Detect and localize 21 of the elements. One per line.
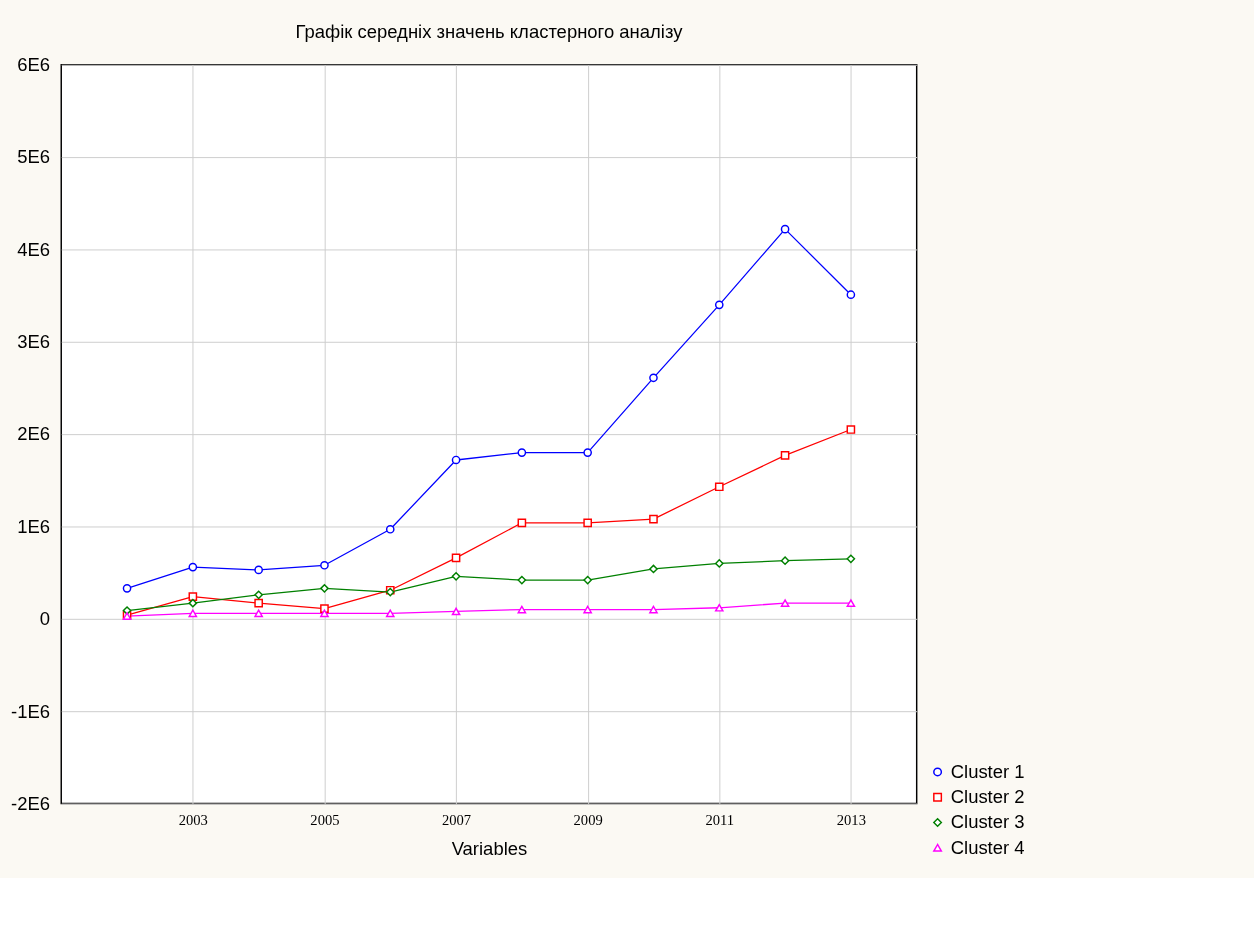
y-tick-label: 6E6 <box>17 54 51 76</box>
y-tick-label: -2E6 <box>11 792 51 814</box>
legend-label: Cluster 2 <box>950 786 1025 808</box>
x-tick-label: 2005 <box>310 812 340 829</box>
legend-label: Cluster 3 <box>950 811 1025 833</box>
y-tick-label: 1E6 <box>17 515 51 537</box>
y-tick-label: 5E6 <box>17 146 51 168</box>
x-tick-label: 2003 <box>178 812 208 829</box>
y-tick-label: 0 <box>39 608 51 630</box>
x-tick-label: 2009 <box>573 812 603 829</box>
legend-label: Cluster 4 <box>950 836 1025 858</box>
y-tick-label: 3E6 <box>17 331 51 353</box>
chart-title: Графік середніх значень кластерного аналізу <box>295 21 684 43</box>
y-tick-label: 4E6 <box>17 238 51 260</box>
y-tick-label: -1E6 <box>11 700 51 722</box>
x-tick-label: 2007 <box>441 812 472 829</box>
x-tick-label: 2013 <box>836 812 866 829</box>
x-tick-label: 2011 <box>705 812 735 829</box>
legend-label: Cluster 1 <box>950 760 1025 782</box>
x-axis-title: Variables <box>451 837 528 859</box>
y-tick-label: 2E6 <box>17 423 51 445</box>
